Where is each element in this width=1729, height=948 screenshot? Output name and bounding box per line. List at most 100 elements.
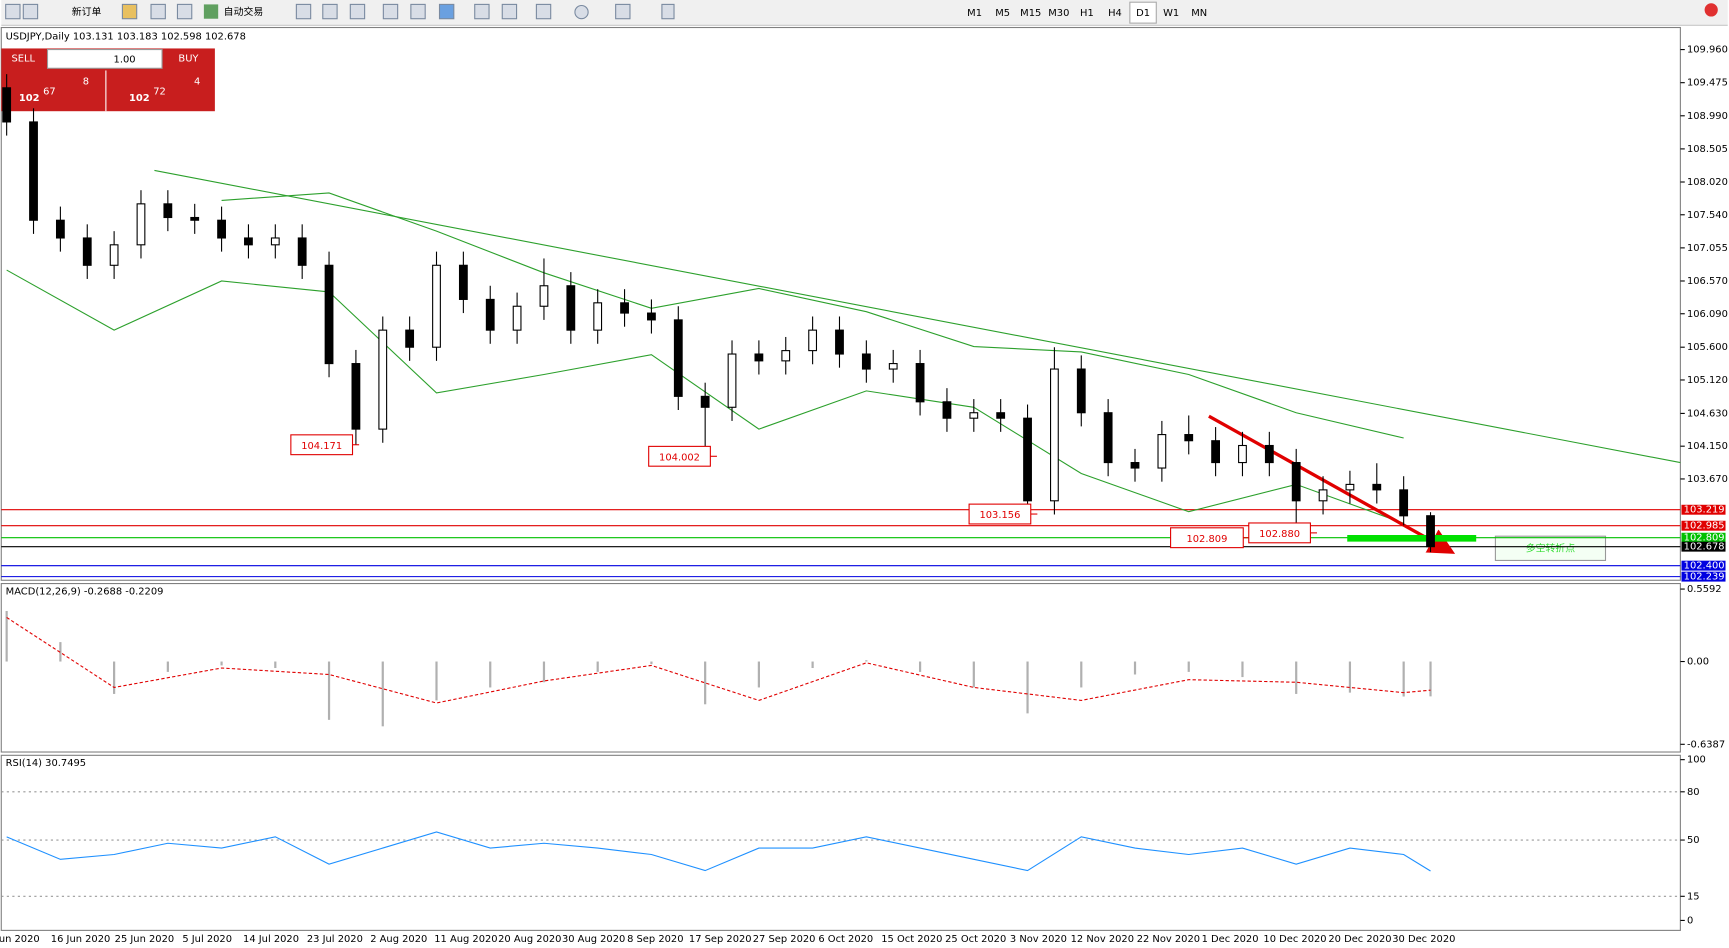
buy-price-big: 102 [129,93,150,104]
candle-body [861,353,871,370]
candle-body [190,216,200,221]
x-tick-label: 23 Jul 2020 [307,934,363,945]
price-level-tag [1681,560,1726,571]
timeframe-button[interactable]: W1 [1163,8,1179,19]
macd-bar [650,661,653,665]
candle-body [1264,444,1274,464]
macd-bar [1348,661,1352,693]
candle-body [351,363,361,430]
candle-body [82,237,92,266]
trend-line [1208,414,1456,554]
macd-bar [274,661,277,669]
bollinger-band [221,192,1404,439]
macd-bar [704,661,707,705]
x-tick-label: 17 Sep 2020 [689,934,752,945]
candle-body [29,121,38,221]
price-level-tag [1681,520,1726,531]
price-level-label: 102.985 [1684,521,1725,532]
x-tick-label: 12 Nov 2020 [1071,934,1134,945]
annotation-box [1170,527,1244,549]
x-tick-label: 14 Jul 2020 [243,934,299,945]
new-order-button[interactable]: 新订单 [72,5,102,18]
annotation-box [1248,522,1311,544]
candle-body [1050,368,1059,502]
candle-body [727,353,737,408]
macd-bar [1187,661,1190,672]
y-tick-label: 105.120 [1687,375,1728,386]
signal-text: 多空转折点 [1526,541,1576,554]
notification-badge[interactable] [1704,3,1718,17]
y-tick-label: 108.990 [1687,111,1728,122]
symbol-title: USDJPY,Daily 103.131 103.183 102.598 102… [6,31,246,42]
macd-tick-label: 0.00 [1687,657,1709,668]
y-tick-label: 107.540 [1687,210,1728,221]
x-tick-label: 30 Aug 2020 [562,934,625,945]
candle-body [55,219,65,239]
x-tick-label: Jun 2020 [0,934,40,945]
y-tick-label: 105.600 [1687,342,1728,353]
macd-bar [596,661,599,672]
candle-body [781,350,791,362]
x-tick-label: 16 Jun 2020 [51,934,111,945]
x-tick-label: 8 Sep 2020 [627,934,683,945]
candle-body [109,244,119,266]
x-tick-label: 2 Aug 2020 [370,934,427,945]
timeframe-button[interactable]: M1 [967,8,982,19]
main-pane [0,26,1681,581]
candle-body [270,237,280,246]
buy-price-pip: 4 [194,76,200,87]
price-level-tag [1681,504,1726,515]
macd-bar [865,660,868,662]
macd-bar [1295,661,1298,694]
timeframe-button[interactable]: H1 [1080,8,1094,19]
timeframe-button[interactable]: MN [1191,8,1207,19]
candle-body [1399,489,1409,517]
macd-bar [918,661,922,672]
candle-body [1157,434,1167,469]
auto-trading-button[interactable]: 自动交易 [224,5,264,18]
lot-input[interactable] [46,48,163,69]
timeframe-button[interactable]: H4 [1108,8,1122,19]
candle-body [1345,483,1355,491]
y-tick-label: 109.475 [1687,78,1728,89]
x-tick-label: 27 Sep 2020 [753,934,816,945]
timeframe-button[interactable]: M30 [1048,8,1069,19]
y-tick-label: 106.090 [1687,309,1728,320]
macd-pane [0,583,1681,753]
candle-body [2,87,12,123]
y-tick-label: 106.570 [1687,276,1728,287]
annotation-label: 104.002 [659,452,700,463]
timeframe-button[interactable]: M5 [995,8,1010,19]
price-level-tag [1681,532,1726,543]
candle-body [432,264,441,348]
macd-bar [1026,661,1029,714]
macd-bar [757,661,760,688]
annotation-label: 102.880 [1259,529,1300,540]
candle-body [244,237,253,246]
y-tick-label: 103.670 [1687,474,1728,485]
x-tick-label: 20 Dec 2020 [1328,934,1391,945]
macd-bar [1429,661,1432,697]
candle-body [1238,444,1247,464]
trade-panel: SELL BUY 1.00 102 67 8 102 72 4 [1,48,215,112]
sell-button[interactable]: SELL [12,53,36,64]
buy-button[interactable]: BUY [178,53,199,64]
timeframe-button[interactable]: D1 [1136,8,1150,19]
rsi-line [6,831,1431,872]
timeframe-button[interactable]: M15 [1020,8,1041,19]
candle-body [1211,440,1221,464]
y-tick-label: 104.150 [1687,441,1728,452]
macd-bar [1241,661,1244,678]
candle-body [673,319,683,397]
auto-trading-icon[interactable] [203,4,219,19]
candle-body [163,203,173,219]
price-level-label: 102.400 [1684,561,1725,572]
macd-bar [489,661,492,688]
candle-body [485,298,495,331]
macd-bar [220,661,223,666]
macd-bar [1133,661,1137,675]
annotation-label: 102.809 [1186,534,1227,545]
candle-body [297,237,307,266]
x-tick-label: 20 Aug 2020 [498,934,561,945]
